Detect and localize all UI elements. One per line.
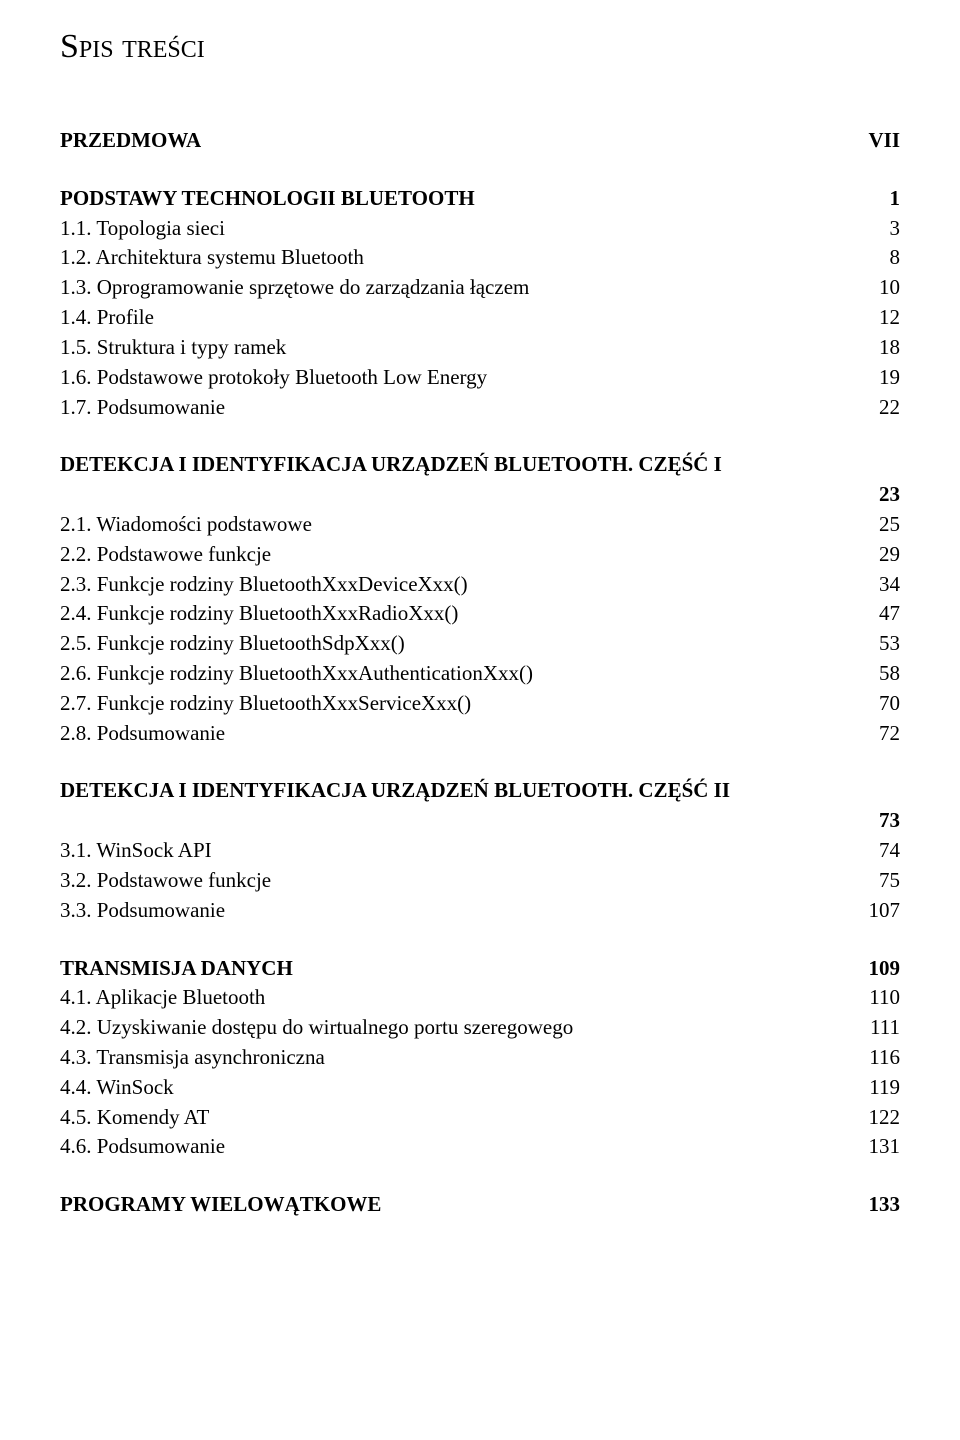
toc-entry-page: VII [868, 126, 900, 156]
toc-entry-page: 72 [879, 719, 900, 749]
toc-entry: 4.5. Komendy AT 122 [60, 1103, 900, 1133]
toc-entry-label: 2.7. Funkcje rodziny BluetoothXxxService… [60, 689, 471, 719]
toc-spacer [60, 156, 900, 184]
toc-entry: 1.2. Architektura systemu Bluetooth 8 [60, 243, 900, 273]
toc-entry-page: 19 [879, 363, 900, 393]
toc-entry: 3.2. Podstawowe funkcje 75 [60, 866, 900, 896]
toc-entry-label: 3.1. WinSock API [60, 836, 212, 866]
toc-entry-page: 22 [879, 393, 900, 423]
toc-spacer [60, 422, 900, 450]
toc-entry-label: 1.1. Topologia sieci [60, 214, 225, 244]
toc-entry-page: 10 [879, 273, 900, 303]
toc-entry: PROGRAMY WIELOWĄTKOWE 133 [60, 1190, 900, 1220]
toc-entry: 4.1. Aplikacje Bluetooth 110 [60, 983, 900, 1013]
toc-entry-page: 107 [869, 896, 901, 926]
toc-entry-label: 3.3. Podsumowanie [60, 896, 225, 926]
toc-entry: TRANSMISJA DANYCH 109 [60, 954, 900, 984]
toc-entry-page: 23 [879, 480, 900, 510]
toc-entry: 3.1. WinSock API 74 [60, 836, 900, 866]
toc-entry-label: 1.4. Profile [60, 303, 154, 333]
toc-entry-label: 2.4. Funkcje rodziny BluetoothXxxRadioXx… [60, 599, 458, 629]
toc-spacer [60, 748, 900, 776]
toc-entry-page: 122 [869, 1103, 901, 1133]
toc-entry-label: 2.5. Funkcje rodziny BluetoothSdpXxx() [60, 629, 405, 659]
toc-entry-page: 131 [869, 1132, 901, 1162]
toc-entry-page: 29 [879, 540, 900, 570]
toc-entry: 2.1. Wiadomości podstawowe 25 [60, 510, 900, 540]
toc-entry: 4.6. Podsumowanie 131 [60, 1132, 900, 1162]
toc-entry: 1.6. Podstawowe protokoły Bluetooth Low … [60, 363, 900, 393]
toc-entry-page: 119 [869, 1073, 900, 1103]
toc-entry-page: 8 [890, 243, 901, 273]
toc-entry-page: 1 [890, 184, 901, 214]
toc-entry-label: 4.4. WinSock [60, 1073, 174, 1103]
toc-entry: 4.3. Transmisja asynchroniczna 116 [60, 1043, 900, 1073]
toc-entry: 2.5. Funkcje rodziny BluetoothSdpXxx() 53 [60, 629, 900, 659]
toc-entry-label: 2.3. Funkcje rodziny BluetoothXxxDeviceX… [60, 570, 468, 600]
toc-entry-label: 3.2. Podstawowe funkcje [60, 866, 271, 896]
toc-entry: PRZEDMOWA VII [60, 126, 900, 156]
toc-entry: 23 [60, 480, 900, 510]
toc-entry-page: 111 [870, 1013, 900, 1043]
toc-entry: 1.4. Profile 12 [60, 303, 900, 333]
toc-section-heading: DETEKCJA I IDENTYFIKACJA URZĄDZEŃ BLUETO… [60, 450, 900, 480]
toc-entry-label: 4.3. Transmisja asynchroniczna [60, 1043, 325, 1073]
toc-entry-label: 2.1. Wiadomości podstawowe [60, 510, 312, 540]
table-of-contents: PRZEDMOWA VII PODSTAWY TECHNOLOGII BLUETOO… [60, 126, 900, 1220]
toc-entry-page: 34 [879, 570, 900, 600]
toc-spacer [60, 926, 900, 954]
toc-entry: 1.7. Podsumowanie 22 [60, 393, 900, 423]
toc-entry-label: 1.2. Architektura systemu Bluetooth [60, 243, 364, 273]
toc-entry-label: 1.3. Oprogramowanie sprzętowe do zarządz… [60, 273, 529, 303]
toc-entry: 2.3. Funkcje rodziny BluetoothXxxDeviceX… [60, 570, 900, 600]
toc-entry-page: 3 [890, 214, 901, 244]
toc-spacer [60, 1162, 900, 1190]
page-title: Spis treści [60, 28, 900, 66]
toc-entry-label: 2.6. Funkcje rodziny BluetoothXxxAuthent… [60, 659, 533, 689]
toc-entry: 2.6. Funkcje rodziny BluetoothXxxAuthent… [60, 659, 900, 689]
toc-entry: 3.3. Podsumowanie 107 [60, 896, 900, 926]
toc-entry-label: 4.2. Uzyskiwanie dostępu do wirtualnego … [60, 1013, 573, 1043]
toc-entry: 2.7. Funkcje rodziny BluetoothXxxService… [60, 689, 900, 719]
toc-entry-label: PROGRAMY WIELOWĄTKOWE [60, 1190, 381, 1220]
toc-entry-page: 109 [869, 954, 901, 984]
toc-entry-label: 4.1. Aplikacje Bluetooth [60, 983, 265, 1013]
toc-entry: 2.2. Podstawowe funkcje 29 [60, 540, 900, 570]
toc-entry: 2.8. Podsumowanie 72 [60, 719, 900, 749]
toc-entry: 4.4. WinSock 119 [60, 1073, 900, 1103]
toc-entry-label: 1.5. Struktura i typy ramek [60, 333, 286, 363]
toc-entry-page: 116 [869, 1043, 900, 1073]
toc-entry-page: 133 [869, 1190, 901, 1220]
toc-entry-page: 47 [879, 599, 900, 629]
toc-entry-page: 110 [869, 983, 900, 1013]
toc-entry-label: 1.7. Podsumowanie [60, 393, 225, 423]
toc-entry-label: 4.5. Komendy AT [60, 1103, 209, 1133]
toc-section-heading: DETEKCJA I IDENTYFIKACJA URZĄDZEŃ BLUETO… [60, 776, 900, 806]
toc-entry-page: 75 [879, 866, 900, 896]
toc-entry-page: 18 [879, 333, 900, 363]
toc-entry-label: 4.6. Podsumowanie [60, 1132, 225, 1162]
toc-entry-label: TRANSMISJA DANYCH [60, 954, 293, 984]
toc-entry: 73 [60, 806, 900, 836]
toc-entry: 1.1. Topologia sieci 3 [60, 214, 900, 244]
toc-entry-page: 74 [879, 836, 900, 866]
toc-entry-label: 2.8. Podsumowanie [60, 719, 225, 749]
toc-entry-label: 1.6. Podstawowe protokoły Bluetooth Low … [60, 363, 487, 393]
toc-entry-page: 70 [879, 689, 900, 719]
toc-entry: PODSTAWY TECHNOLOGII BLUETOOTH 1 [60, 184, 900, 214]
toc-entry: 4.2. Uzyskiwanie dostępu do wirtualnego … [60, 1013, 900, 1043]
toc-entry-page: 53 [879, 629, 900, 659]
toc-entry: 2.4. Funkcje rodziny BluetoothXxxRadioXx… [60, 599, 900, 629]
toc-entry: 1.5. Struktura i typy ramek 18 [60, 333, 900, 363]
toc-entry-label: PRZEDMOWA [60, 126, 201, 156]
toc-entry-page: 25 [879, 510, 900, 540]
toc-entry-page: 58 [879, 659, 900, 689]
toc-entry-page: 73 [879, 806, 900, 836]
toc-entry: 1.3. Oprogramowanie sprzętowe do zarządz… [60, 273, 900, 303]
toc-entry-label: 2.2. Podstawowe funkcje [60, 540, 271, 570]
toc-entry-page: 12 [879, 303, 900, 333]
toc-entry-label: PODSTAWY TECHNOLOGII BLUETOOTH [60, 184, 475, 214]
